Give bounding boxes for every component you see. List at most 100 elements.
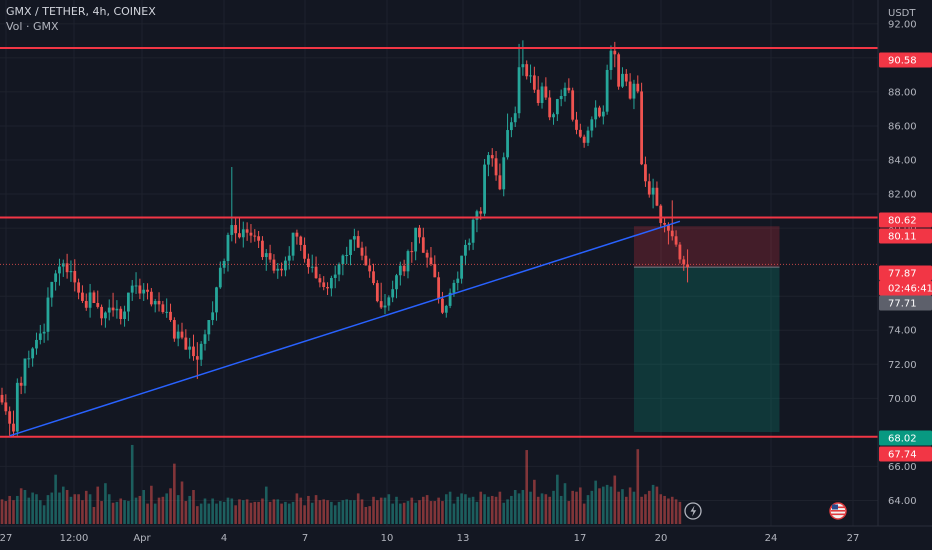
candle-body xyxy=(433,264,437,278)
volume-bar xyxy=(326,500,329,524)
volume-bar xyxy=(548,496,551,524)
volume-bar xyxy=(199,503,203,524)
time-axis[interactable]: 27 12:00 Apr 4 7 10 13 17 20 24 27 xyxy=(0,525,932,550)
candle-body xyxy=(238,233,241,238)
volume-bar xyxy=(96,486,100,524)
candle-body xyxy=(475,211,479,220)
volume-bar xyxy=(609,486,613,524)
price-label-text: 67.74 xyxy=(888,450,917,461)
trendline-layer[interactable] xyxy=(9,220,681,437)
candle-body xyxy=(295,232,299,237)
volume-bar xyxy=(655,486,659,524)
volume-bar xyxy=(272,499,276,524)
volume-bar xyxy=(647,490,651,524)
candle-body xyxy=(410,251,414,253)
candle-body xyxy=(268,253,272,260)
candle-body xyxy=(54,273,58,282)
candle-body xyxy=(544,86,548,98)
volume-bar xyxy=(406,501,410,524)
candle-body xyxy=(517,67,521,114)
candle-body xyxy=(322,282,326,288)
time-axis-background xyxy=(0,526,932,550)
volume-bar xyxy=(651,484,655,524)
candle-body xyxy=(234,225,238,234)
candle-body xyxy=(521,64,525,68)
candle-body xyxy=(571,90,575,120)
volume-bar xyxy=(192,490,195,524)
volume-bar xyxy=(464,494,467,524)
volume-bar xyxy=(307,495,310,524)
price-label-text: 02:46:41 xyxy=(888,284,932,295)
volume-bar xyxy=(510,495,513,524)
candle-body xyxy=(88,292,92,308)
candle-body xyxy=(364,255,368,266)
horizontal-levels[interactable] xyxy=(0,47,878,438)
candle-body xyxy=(329,277,333,289)
volume-bar xyxy=(173,463,176,524)
volume-bar xyxy=(119,498,123,524)
volume-bar xyxy=(552,490,555,524)
candle-body xyxy=(387,297,391,306)
candle-body xyxy=(663,222,666,225)
volume-bar xyxy=(598,488,601,524)
candle-body xyxy=(333,274,337,278)
candle-body xyxy=(506,130,509,158)
candle-body xyxy=(460,255,463,279)
volume-bar xyxy=(678,501,682,524)
candle-body xyxy=(532,75,536,90)
volume-legend[interactable]: Vol · GMX xyxy=(6,20,59,33)
price-label-text: 68.02 xyxy=(888,434,917,445)
short-position-tool[interactable] xyxy=(633,226,780,433)
candle-body xyxy=(360,247,364,256)
replay-icon[interactable] xyxy=(684,502,702,520)
volume-bar xyxy=(287,503,291,524)
volume-bar xyxy=(498,491,502,524)
candle-body xyxy=(414,227,418,252)
time-tick-label: 20 xyxy=(655,533,668,544)
volume-bar xyxy=(395,496,398,524)
price-tick-label: 92.00 xyxy=(888,19,917,30)
candle-body xyxy=(249,232,253,236)
volume-bar xyxy=(376,500,379,524)
volume-bar xyxy=(257,501,260,524)
candle-body xyxy=(138,285,142,294)
candle-body xyxy=(529,75,532,77)
candle-body xyxy=(552,114,555,118)
candle-body xyxy=(303,244,306,259)
candle-body xyxy=(483,164,486,214)
candle-body xyxy=(479,211,483,214)
volume-bar xyxy=(353,500,356,524)
volume-bar xyxy=(88,494,92,524)
volume-bar xyxy=(146,503,149,524)
symbol-title[interactable]: GMX / TETHER, 4h, COINEX xyxy=(6,5,156,18)
candle-body xyxy=(441,298,444,313)
candle-body xyxy=(356,236,360,248)
volume-bar xyxy=(127,501,130,524)
us-flag-icon[interactable] xyxy=(829,502,847,520)
candle-body xyxy=(50,281,54,298)
price-tick-label: 64.00 xyxy=(888,496,917,507)
candle-body xyxy=(647,181,651,195)
price-label-background xyxy=(879,212,932,228)
candle-body xyxy=(218,267,222,288)
candle-body xyxy=(287,255,291,261)
volume-bar xyxy=(441,501,444,524)
volume-bar xyxy=(494,496,498,524)
volume-bar xyxy=(506,499,509,524)
volume-bar xyxy=(605,484,609,524)
volume-bar xyxy=(23,490,27,524)
candle-body xyxy=(77,282,80,293)
price-label-text: 80.11 xyxy=(888,232,917,243)
price-label-background xyxy=(879,430,932,446)
volume-bar xyxy=(19,488,23,524)
volume-bar xyxy=(61,486,65,524)
time-tick-label: 12:00 xyxy=(60,533,89,544)
candle-layer xyxy=(0,40,878,437)
volume-bar xyxy=(521,490,525,524)
candle-body xyxy=(207,320,211,335)
candle-body xyxy=(199,343,203,360)
volume-bar xyxy=(299,497,303,524)
candle-body xyxy=(188,346,192,350)
